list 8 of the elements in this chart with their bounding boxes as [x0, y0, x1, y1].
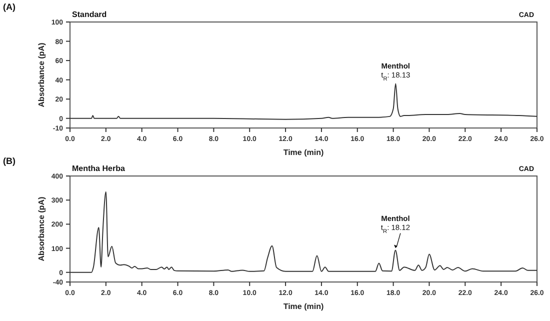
chart-title: Mentha Herba: [72, 164, 126, 173]
x-axis-title: Time (min): [283, 148, 324, 157]
x-axis-title: Time (min): [283, 302, 324, 311]
chart-title: Standard: [72, 10, 107, 19]
text: (A): [3, 2, 16, 12]
y-axis-title: Absorbance (pA): [37, 42, 46, 108]
y-axis-title: Absorbance (pA): [37, 196, 46, 262]
text: (B): [3, 156, 16, 166]
